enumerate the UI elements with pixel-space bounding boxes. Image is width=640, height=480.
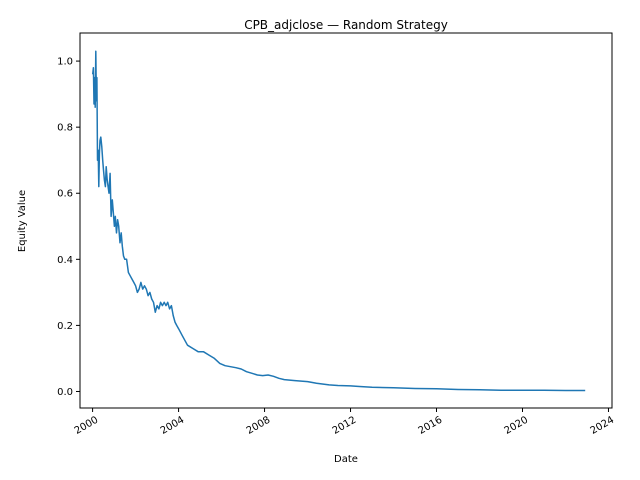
y-axis: 0.0 0.2 0.4 0.6 0.8 1.0 <box>57 57 80 398</box>
x-axis: 2000 2004 2008 2012 2016 2020 2024 <box>73 408 616 437</box>
plot-frame <box>79 32 613 409</box>
chart-title: CPB_adjclose — Random Strategy <box>244 18 448 32</box>
x-tick-label: 2016 <box>417 415 445 437</box>
y-tick-label: 0.6 <box>57 189 73 200</box>
x-tick-label: 2000 <box>73 415 101 437</box>
x-tick-label: 2012 <box>331 415 359 437</box>
y-tick-label: 0.0 <box>57 387 73 398</box>
y-axis-label: Equity Value <box>17 190 28 252</box>
y-tick-label: 0.2 <box>57 321 73 332</box>
x-tick-label: 2008 <box>245 415 273 437</box>
series-line-0 <box>91 50 586 392</box>
x-axis-label: Date <box>334 454 358 465</box>
x-tick-label: 2024 <box>589 415 617 437</box>
y-tick-label: 0.4 <box>57 255 73 266</box>
plot-area <box>91 50 586 392</box>
y-tick-label: 0.8 <box>57 123 73 134</box>
x-tick-label: 2020 <box>503 415 531 437</box>
x-tick-label: 2004 <box>159 415 187 437</box>
y-tick-label: 1.0 <box>57 57 73 68</box>
